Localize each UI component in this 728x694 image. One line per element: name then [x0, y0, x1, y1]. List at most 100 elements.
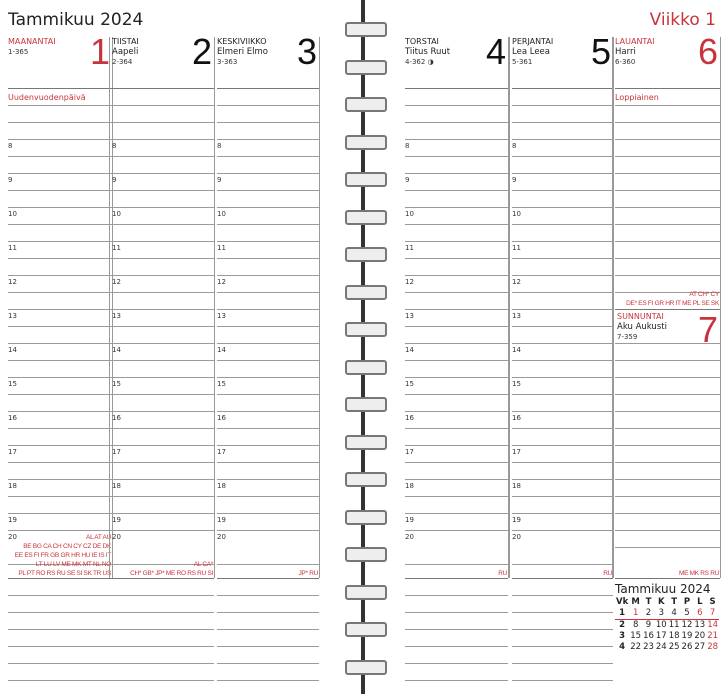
spiral-ring [345, 359, 387, 375]
mini-calendar-day: 8 [632, 620, 639, 630]
row-line [217, 496, 319, 497]
hour-label: 16 [8, 414, 17, 422]
mini-calendar-header: S [709, 597, 716, 607]
mini-calendar-day: 24 [655, 642, 667, 652]
mini-calendar-day: 28 [707, 642, 719, 652]
row-line [217, 207, 319, 208]
hour-label: 12 [217, 278, 226, 286]
country-codes: ME MK RS RU [678, 570, 719, 577]
note-line [8, 663, 112, 664]
day-bottom-line [112, 578, 214, 579]
mini-calendar-day: 12 [681, 620, 693, 630]
week-label: Viikko 1 [649, 10, 716, 30]
row-line [512, 190, 613, 191]
hour-label: 9 [8, 176, 13, 184]
row-line [217, 275, 319, 276]
mini-calendar-day: 14 [707, 620, 719, 630]
hour-label: 10 [512, 210, 521, 218]
row-line [217, 326, 319, 327]
row-line [615, 530, 720, 531]
row-line [217, 173, 319, 174]
day-of-year: 4-362 ◑ [405, 58, 434, 66]
row-line [512, 428, 613, 429]
hour-label: 16 [112, 414, 121, 422]
row-line [405, 496, 508, 497]
row-line [8, 139, 112, 140]
note-line [512, 629, 613, 630]
row-line [112, 190, 214, 191]
country-codes: RU [498, 570, 507, 577]
row-line [615, 462, 720, 463]
row-line [217, 122, 319, 123]
mini-calendar-row: 2 8 9 10 11 12 13 14 [615, 620, 719, 632]
row-line [112, 462, 214, 463]
hour-label: 13 [8, 312, 17, 320]
note-line [405, 612, 508, 613]
day-bottom-line [217, 578, 319, 579]
hour-label: 15 [512, 380, 521, 388]
row-line [512, 462, 613, 463]
sunday-divider [615, 309, 720, 310]
hour-label: 8 [405, 142, 410, 150]
mini-calendar-day: 13 [694, 620, 706, 630]
hour-label: 20 [8, 533, 17, 541]
hour-label: 13 [512, 312, 521, 320]
row-line [112, 207, 214, 208]
row-line [405, 377, 508, 378]
note-line [217, 595, 319, 596]
row-line [8, 258, 112, 259]
row-line [512, 496, 613, 497]
hour-label: 15 [217, 380, 226, 388]
name-day: Lea Leea [512, 47, 550, 57]
note-line [8, 612, 112, 613]
row-line [512, 275, 613, 276]
column-divider [214, 37, 215, 578]
row-line [615, 207, 720, 208]
hour-label: 14 [405, 346, 414, 354]
row-line [405, 105, 508, 106]
row-line [8, 292, 112, 293]
row-line [405, 309, 508, 310]
note-line [512, 663, 613, 664]
note-line [512, 646, 613, 647]
name-day: Tiitus Ruut [405, 47, 451, 57]
hour-label: 15 [112, 380, 121, 388]
note-line [112, 646, 214, 647]
day-name: TORSTAI [405, 37, 439, 46]
country-codes: RU [603, 570, 612, 577]
hour-label: 10 [405, 210, 414, 218]
row-line [615, 88, 720, 89]
day-of-year: 3-363 [217, 58, 238, 66]
column-divider [509, 37, 510, 578]
hour-label: 12 [8, 278, 17, 286]
row-line [8, 190, 112, 191]
hour-label: 18 [8, 482, 17, 490]
row-line [405, 394, 508, 395]
spiral-ring [345, 97, 387, 112]
row-line [112, 564, 214, 565]
hour-label: 18 [217, 482, 226, 490]
date-number: 4 [485, 31, 506, 72]
mini-calendar-day: 21 [707, 631, 719, 641]
spiral-ring [345, 134, 387, 150]
note-line [217, 663, 319, 664]
day-of-year: 5-361 [512, 58, 533, 66]
row-line [512, 479, 613, 480]
mini-calendar-day: 18 [668, 631, 680, 641]
hour-label: 18 [512, 482, 521, 490]
country-codes: EE ES FI FR GB GR HR HU IE IS IT [14, 552, 112, 559]
hour-label: 9 [217, 176, 222, 184]
row-line [8, 122, 112, 123]
row-line [112, 377, 214, 378]
note-line [405, 646, 508, 647]
hour-label: 19 [405, 516, 414, 524]
row-line [512, 530, 613, 531]
date-number: 1 [89, 31, 110, 72]
row-line [405, 88, 508, 89]
row-line [615, 139, 720, 140]
name-day: Aapeli [112, 47, 139, 57]
row-line [217, 377, 319, 378]
mini-calendar-day: 16 [643, 631, 654, 641]
